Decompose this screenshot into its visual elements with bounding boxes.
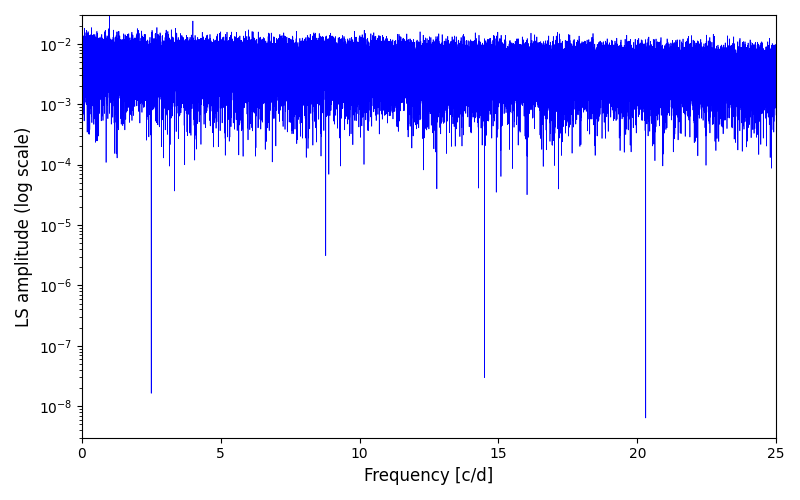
X-axis label: Frequency [c/d]: Frequency [c/d] xyxy=(364,467,494,485)
Y-axis label: LS amplitude (log scale): LS amplitude (log scale) xyxy=(15,126,33,326)
